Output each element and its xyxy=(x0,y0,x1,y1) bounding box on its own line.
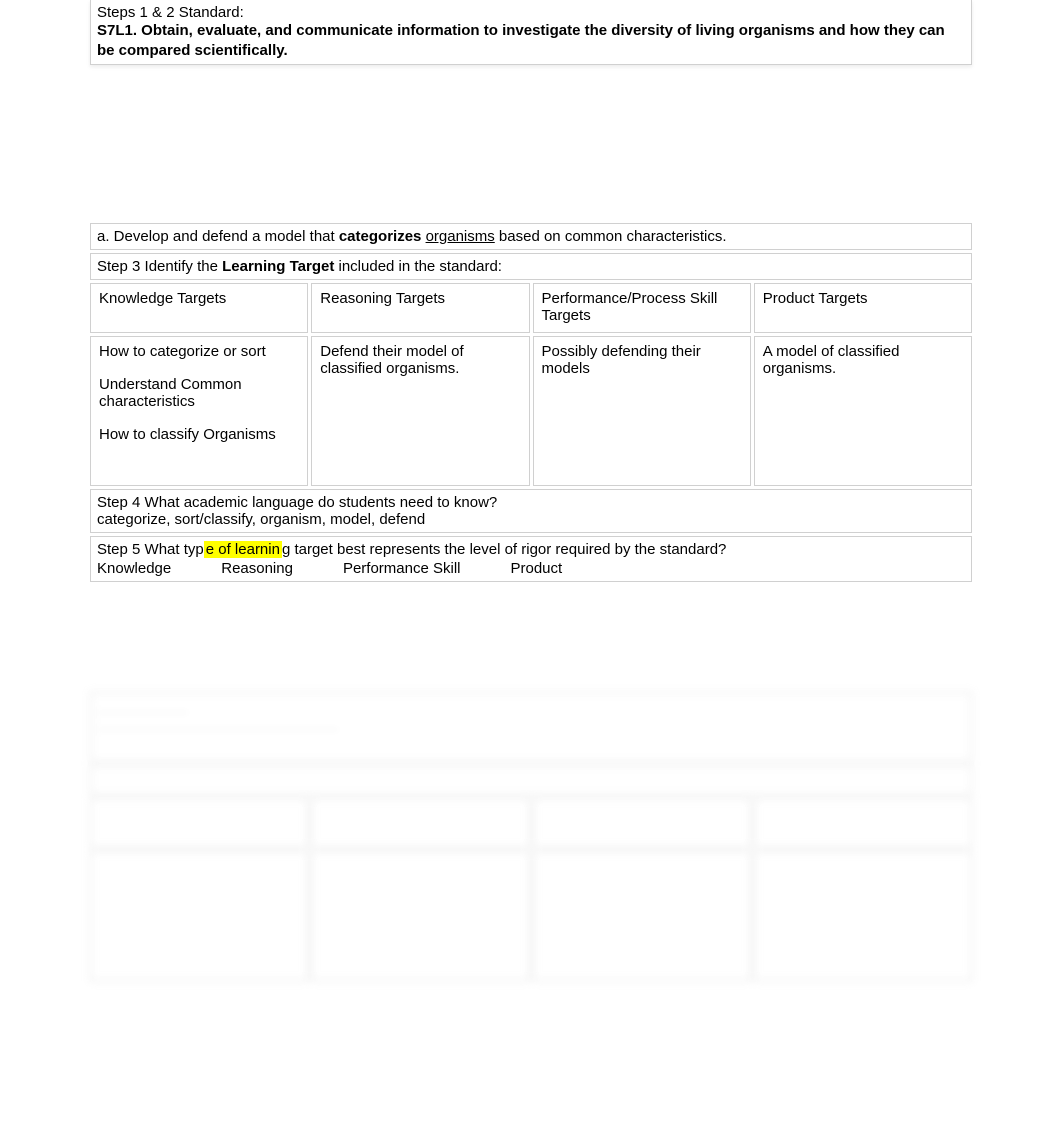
option-reasoning: Reasoning xyxy=(221,560,293,577)
step-4-answer: categorize, sort/classify, organism, mod… xyxy=(97,511,965,528)
step-3-bold: Learning Target xyxy=(222,258,334,275)
step-4-question: Step 4 What academic language do student… xyxy=(97,494,965,511)
doc2-c2 xyxy=(311,851,529,981)
step-5-section: Step 5 What type of learning target best… xyxy=(90,536,972,582)
reasoning-cell: Defend their model of classified organis… xyxy=(311,336,529,486)
doc-2-blurred: ___________ ____________________________… xyxy=(90,692,972,981)
option-performance: Performance Skill xyxy=(343,560,461,577)
step-5-highlight: e of learnin xyxy=(204,541,282,558)
standard-text: S7L1. Obtain, evaluate, and communicate … xyxy=(97,21,965,60)
performance-header: Performance/Process Skill Targets xyxy=(533,283,751,333)
item-a-prefix: a. Develop and defend a model that xyxy=(97,228,339,245)
doc2-c1 xyxy=(90,851,308,981)
doc2-headers xyxy=(90,798,972,848)
steps-1-2-section: Steps 1 & 2 Standard: S7L1. Obtain, eval… xyxy=(90,0,972,65)
doc2-h3 xyxy=(533,798,751,848)
step-3-section: Step 3 Identify the Learning Target incl… xyxy=(90,253,972,280)
step-3-prefix: Step 3 Identify the xyxy=(97,258,222,275)
doc2-header: ___________ ____________________________… xyxy=(90,692,972,762)
knowledge-cell: How to categorize or sort Understand Com… xyxy=(90,336,308,486)
doc2-content xyxy=(90,851,972,981)
targets-header-row: Knowledge Targets Reasoning Targets Perf… xyxy=(90,283,972,333)
item-a-underline: organisms xyxy=(426,228,495,245)
option-product: Product xyxy=(511,560,563,577)
doc2-step3 xyxy=(90,765,972,795)
knowledge-line-1: How to categorize or sort xyxy=(99,343,299,360)
knowledge-header: Knowledge Targets xyxy=(90,283,308,333)
doc2-h1 xyxy=(90,798,308,848)
blurred-region xyxy=(90,68,972,213)
item-a-bold: categorizes xyxy=(339,228,422,245)
knowledge-line-2: Understand Common characteristics xyxy=(99,376,299,410)
item-a-suffix: based on common characteristics. xyxy=(495,228,727,245)
step-4-section: Step 4 What academic language do student… xyxy=(90,489,972,533)
product-header: Product Targets xyxy=(754,283,972,333)
reasoning-header: Reasoning Targets xyxy=(311,283,529,333)
doc2-h4 xyxy=(754,798,972,848)
doc2-c3 xyxy=(533,851,751,981)
step-5-q-pre: Step 5 What typ xyxy=(97,541,204,558)
doc2-c4 xyxy=(754,851,972,981)
step-5-question: Step 5 What type of learning target best… xyxy=(97,541,965,558)
performance-cell: Possibly defending their models xyxy=(533,336,751,486)
product-cell: A model of classified organisms. xyxy=(754,336,972,486)
steps-1-2-label: Steps 1 & 2 Standard: xyxy=(97,4,965,21)
option-knowledge: Knowledge xyxy=(97,560,171,577)
step-3-suffix: included in the standard: xyxy=(334,258,502,275)
targets-content-row: How to categorize or sort Understand Com… xyxy=(90,336,972,486)
doc2-h2 xyxy=(311,798,529,848)
knowledge-line-3: How to classify Organisms xyxy=(99,426,299,443)
step-5-options: Knowledge Reasoning Performance Skill Pr… xyxy=(97,560,965,577)
item-a-section: a. Develop and defend a model that categ… xyxy=(90,223,972,250)
step-5-q-post: g target best represents the level of ri… xyxy=(282,541,726,558)
